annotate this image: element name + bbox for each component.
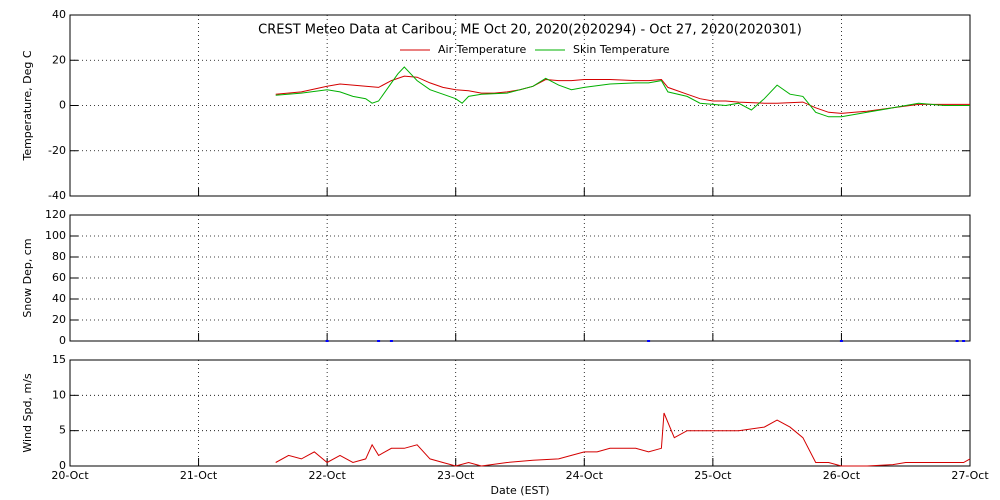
y-tick-label: 100	[45, 229, 66, 242]
y-tick-label: 5	[59, 424, 66, 437]
data-point	[389, 340, 393, 342]
y-tick-label: -20	[48, 144, 66, 157]
y-tick-label: 40	[52, 8, 66, 21]
y-tick-label: 0	[59, 459, 66, 472]
chart-title: CREST Meteo Data at Caribou, ME Oct 20, …	[258, 23, 802, 38]
x-tick-label: 20-Oct	[51, 469, 89, 482]
data-line	[275, 412, 971, 467]
y-axis-label: Snow Dep, cm	[21, 238, 34, 317]
x-tick-label: 22-Oct	[308, 469, 346, 482]
x-tick-label: 26-Oct	[823, 469, 861, 482]
y-axis-label: Wind Spd, m/s	[21, 373, 34, 453]
y-tick-label: 0	[59, 334, 66, 347]
x-tick-label: 27-Oct	[951, 469, 989, 482]
y-tick-label: 60	[52, 271, 66, 284]
y-tick-label: 80	[52, 250, 66, 263]
y-tick-label: 20	[52, 313, 66, 326]
x-tick-label: 25-Oct	[694, 469, 732, 482]
y-tick-label: 0	[59, 99, 66, 112]
y-tick-label: 40	[52, 292, 66, 305]
data-point	[839, 340, 843, 342]
y-tick-label: 15	[52, 353, 66, 366]
data-line	[275, 66, 970, 118]
x-tick-label: 24-Oct	[566, 469, 604, 482]
y-tick-label: 10	[52, 388, 66, 401]
x-axis-label: Date (EST)	[490, 484, 549, 497]
data-point	[325, 340, 329, 342]
data-point	[962, 340, 966, 342]
data-line	[275, 75, 970, 114]
legend-label: Skin Temperature	[573, 43, 670, 56]
y-axis-label: Temperature, Deg C	[21, 50, 34, 161]
legend-label: Air Temperature	[438, 43, 527, 56]
x-tick-label: 21-Oct	[180, 469, 218, 482]
data-point	[955, 340, 959, 342]
data-point	[377, 340, 381, 342]
y-tick-label: 120	[45, 208, 66, 221]
y-tick-label: 20	[52, 53, 66, 66]
y-tick-label: -40	[48, 189, 66, 202]
data-point	[647, 340, 651, 342]
x-tick-label: 23-Oct	[437, 469, 475, 482]
